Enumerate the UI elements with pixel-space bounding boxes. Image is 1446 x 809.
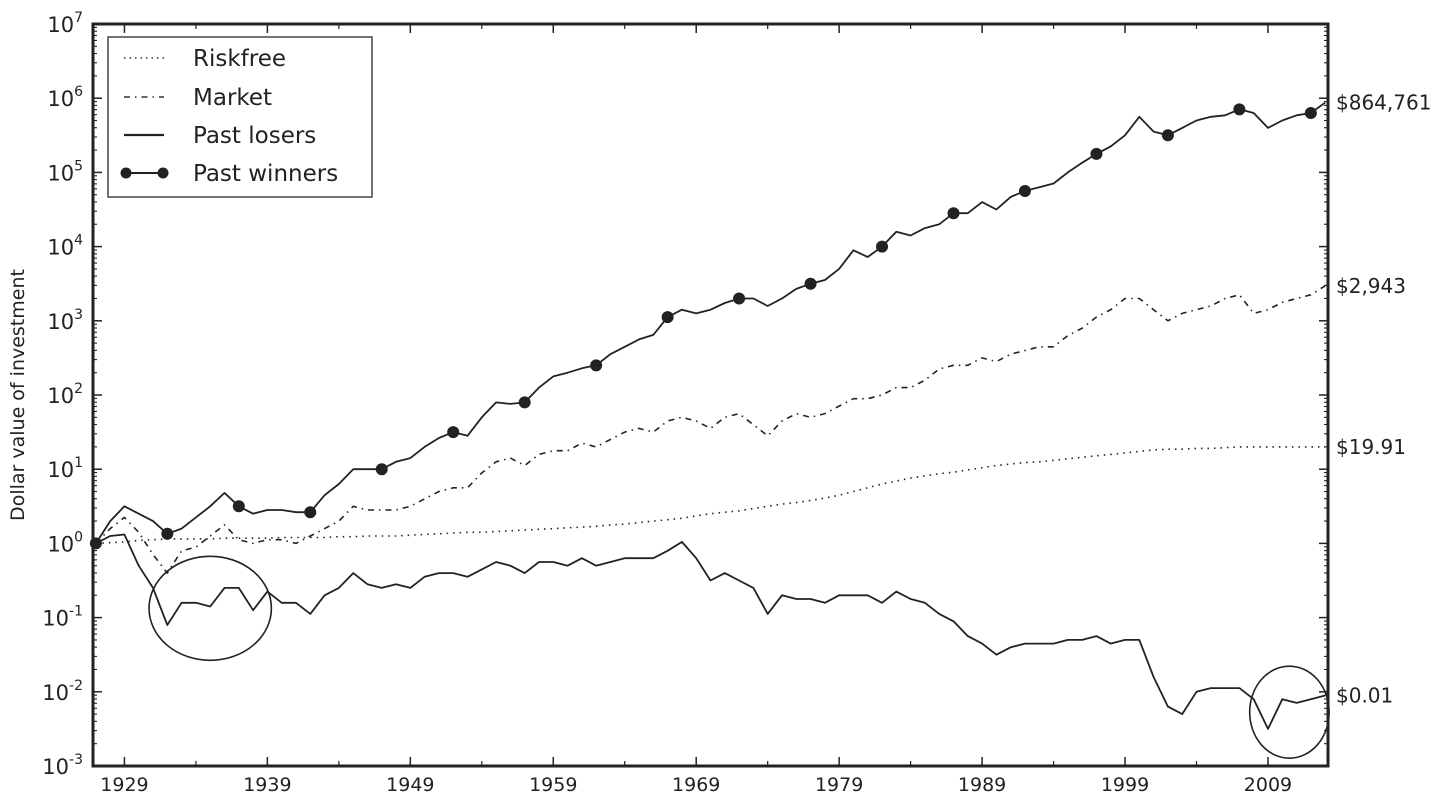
y-tick-base: 10 (47, 384, 74, 408)
y-tick-exponent: 3 (74, 307, 83, 323)
legend: Riskfree Market Past losers Past winners (107, 36, 373, 198)
winners-marker (304, 506, 317, 519)
annotation-circle (1248, 665, 1330, 759)
end-labels: $19.91 $2,943 $0.01 $864,761 (1336, 91, 1431, 708)
y-tick-base: 10 (42, 607, 69, 631)
y-tick-label: 107 (47, 10, 83, 37)
y-tick-exponent: 4 (74, 233, 83, 249)
winners-marker (947, 207, 960, 220)
legend-winners-label: Past winners (193, 161, 338, 187)
x-tick-label: 1999 (1101, 774, 1149, 796)
winners-marker (1233, 103, 1246, 116)
x-tick-label: 1929 (100, 774, 148, 796)
end-label-market: $2,943 (1336, 274, 1406, 298)
winners-marker (518, 396, 531, 409)
series-layer (89, 101, 1326, 730)
winners-marker (1161, 129, 1174, 142)
legend-riskfree-label: Riskfree (193, 46, 286, 72)
series-line-riskfree (95, 446, 1326, 545)
y-tick-label: 101 (47, 455, 83, 482)
series-line-market (95, 285, 1326, 574)
y-tick-label: 103 (47, 307, 83, 334)
legend-box (107, 36, 373, 198)
y-tick-label: 10-2 (42, 678, 83, 705)
y-tick-label: 10-1 (42, 604, 83, 631)
winners-marker (232, 500, 245, 513)
y-tick-base: 10 (47, 236, 74, 260)
y-tick-exponent: 6 (74, 84, 83, 100)
y-axis-label: Dollar value of investment (7, 269, 29, 521)
tick-layer: 1929 1939 1949 1959 1969 1979 1989 1999 200910-3… (42, 10, 1328, 796)
x-tick-label: 1989 (958, 774, 1006, 796)
x-tick-label: 1959 (529, 774, 577, 796)
y-tick-exponent: -3 (69, 752, 83, 768)
winners-marker (375, 463, 388, 476)
y-tick-exponent: 5 (74, 158, 83, 174)
y-tick-base: 10 (42, 755, 69, 779)
annotation-circle (148, 555, 273, 662)
x-tick-label: 1979 (815, 774, 863, 796)
y-tick-base: 10 (47, 310, 74, 334)
y-tick-exponent: 0 (74, 529, 83, 545)
legend-losers-label: Past losers (193, 123, 316, 149)
series-line-past-winners (95, 101, 1326, 544)
x-tick-label: 1939 (243, 774, 291, 796)
series-line-past-losers (95, 533, 1326, 730)
winners-marker (161, 527, 174, 540)
legend-winners-marker (120, 167, 132, 179)
end-label-riskfree: $19.91 (1336, 435, 1406, 459)
y-tick-base: 10 (47, 458, 74, 482)
y-tick-base: 10 (47, 13, 74, 37)
winners-marker (1090, 147, 1103, 160)
end-label-past-losers: $0.01 (1336, 684, 1393, 708)
x-tick-label: 1969 (672, 774, 720, 796)
y-tick-base: 10 (47, 532, 74, 556)
y-tick-base: 10 (47, 87, 74, 111)
y-tick-base: 10 (42, 681, 69, 705)
y-tick-label: 102 (47, 381, 83, 408)
x-tick-label: 2009 (1244, 774, 1292, 796)
y-tick-exponent: 1 (74, 455, 83, 471)
winners-marker (590, 359, 603, 372)
winners-marker (733, 292, 746, 305)
winners-marker (804, 277, 817, 290)
winners-marker (1304, 107, 1317, 120)
x-tick-label: 1949 (386, 774, 434, 796)
legend-winners-marker (157, 167, 169, 179)
winners-marker (447, 426, 460, 439)
y-tick-base: 10 (47, 161, 74, 185)
y-tick-label: 100 (47, 529, 83, 556)
y-tick-label: 10-3 (42, 752, 83, 779)
winners-marker (1018, 184, 1031, 197)
y-tick-label: 106 (47, 84, 83, 111)
y-tick-label: 104 (47, 233, 83, 260)
y-tick-exponent: -2 (69, 678, 83, 694)
annotation-layer (148, 555, 1330, 759)
y-tick-exponent: 7 (74, 10, 83, 26)
winners-marker (661, 311, 674, 324)
end-label-past-winners: $864,761 (1336, 91, 1431, 115)
y-tick-exponent: -1 (69, 604, 83, 620)
y-tick-label: 105 (47, 158, 83, 185)
winners-marker (876, 240, 889, 253)
legend-market-label: Market (193, 85, 272, 111)
y-tick-exponent: 2 (74, 381, 83, 397)
